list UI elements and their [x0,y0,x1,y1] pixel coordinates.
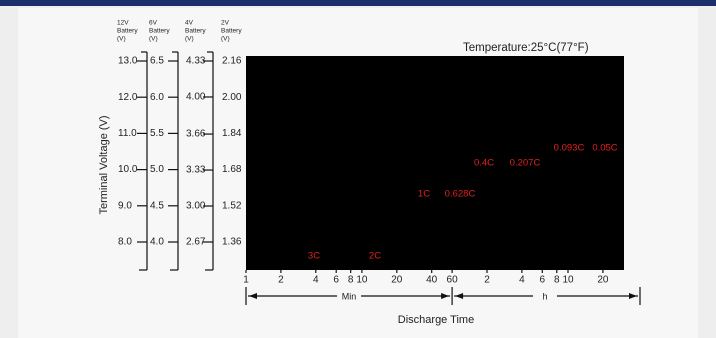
axis-header: Battery [221,28,242,35]
unit-label: Min [342,291,357,301]
y-tick-label: 4.5 [150,200,164,211]
axis-header: Battery [149,28,170,35]
arrow-head [455,293,464,299]
x-tick-label: 40 [426,275,438,286]
x-tick-label: 2 [484,275,490,286]
y-tick-label: 4.0 [150,237,164,248]
arrow-head [249,293,257,299]
y-tick-label: 4.33 [186,56,206,67]
y-tick-label: 6.0 [150,92,164,103]
unit-label-bg [337,290,362,302]
x-tick-label: 6 [333,275,339,286]
y-tick-label: 3.33 [186,165,206,176]
x-axis-label: Discharge Time [398,314,474,326]
y-tick-label: 3.66 [186,129,206,140]
y-tick-label: 2.00 [222,92,242,103]
axis-header: (V) [221,36,230,43]
chart-title: Temperature:25°C(77°F) [463,42,589,54]
y-tick-label: 6.5 [150,56,164,67]
x-tick-label: 20 [391,275,403,286]
unit-label-bg [533,290,557,302]
curve-label: 0.093C [554,143,585,154]
curve-label: 1C [418,189,430,200]
y-tick-label: 1.52 [222,200,242,211]
axis-header: (V) [149,36,158,43]
x-tick-label: 8 [554,275,560,286]
curve-label: 0.207C [510,158,541,169]
y-tick-label: 10.0 [118,164,138,175]
x-tick-label: 10 [562,275,574,286]
y-tick-label: 4.00 [186,92,206,103]
x-tick-label: 8 [348,275,354,286]
y-tick-label: 1.36 [222,237,242,248]
x-tick-label: 4 [519,275,525,286]
y-tick-label: 9.0 [118,200,132,211]
x-tick-label: 1 [243,275,249,286]
curve-label: 0.4C [474,158,494,169]
y-tick-label: 1.68 [222,164,242,175]
arrow-head [441,293,450,299]
x-tick-label: 6 [540,275,546,286]
curve-label: 2C [369,251,381,262]
y-tick-label: 2.67 [186,237,206,248]
y-axis-label: Terminal Voltage (V) [98,115,110,214]
axis-header: 6V [149,20,158,27]
x-tick-label: 2 [278,275,284,286]
axis-header: Battery [117,28,138,35]
curve-label: 0.05C [592,143,617,154]
y-tick-label: 12.0 [118,92,138,103]
x-tick-label: 4 [313,275,319,286]
curve-label: 0.628C [445,189,476,200]
x-tick-label: 10 [356,275,368,286]
axis-header: 12V [117,20,129,27]
curve-label: 3C [308,251,320,262]
y-tick-label: 11.0 [118,128,137,139]
axis-header: (V) [185,36,194,43]
y-tick-label: 13.0 [118,56,138,67]
top-bar [0,0,716,6]
x-tick-label: 60 [447,275,459,286]
y-tick-label: 5.5 [150,128,164,139]
y-tick-label: 8.0 [118,237,132,248]
axis-header: (V) [117,36,126,43]
y-tick-label: 5.0 [150,164,164,175]
y-tick-label: 2.16 [222,56,242,67]
axis-header: Battery [185,28,206,35]
axis-header: 2V [221,20,230,27]
x-tick-label: 20 [597,275,609,286]
axis-header: 4V [185,20,194,27]
arrow-head [629,293,637,299]
y-tick-label: 3.00 [186,201,206,212]
y-tick-label: 1.84 [222,128,242,139]
plot-area [246,56,624,270]
unit-label: h [542,291,547,301]
